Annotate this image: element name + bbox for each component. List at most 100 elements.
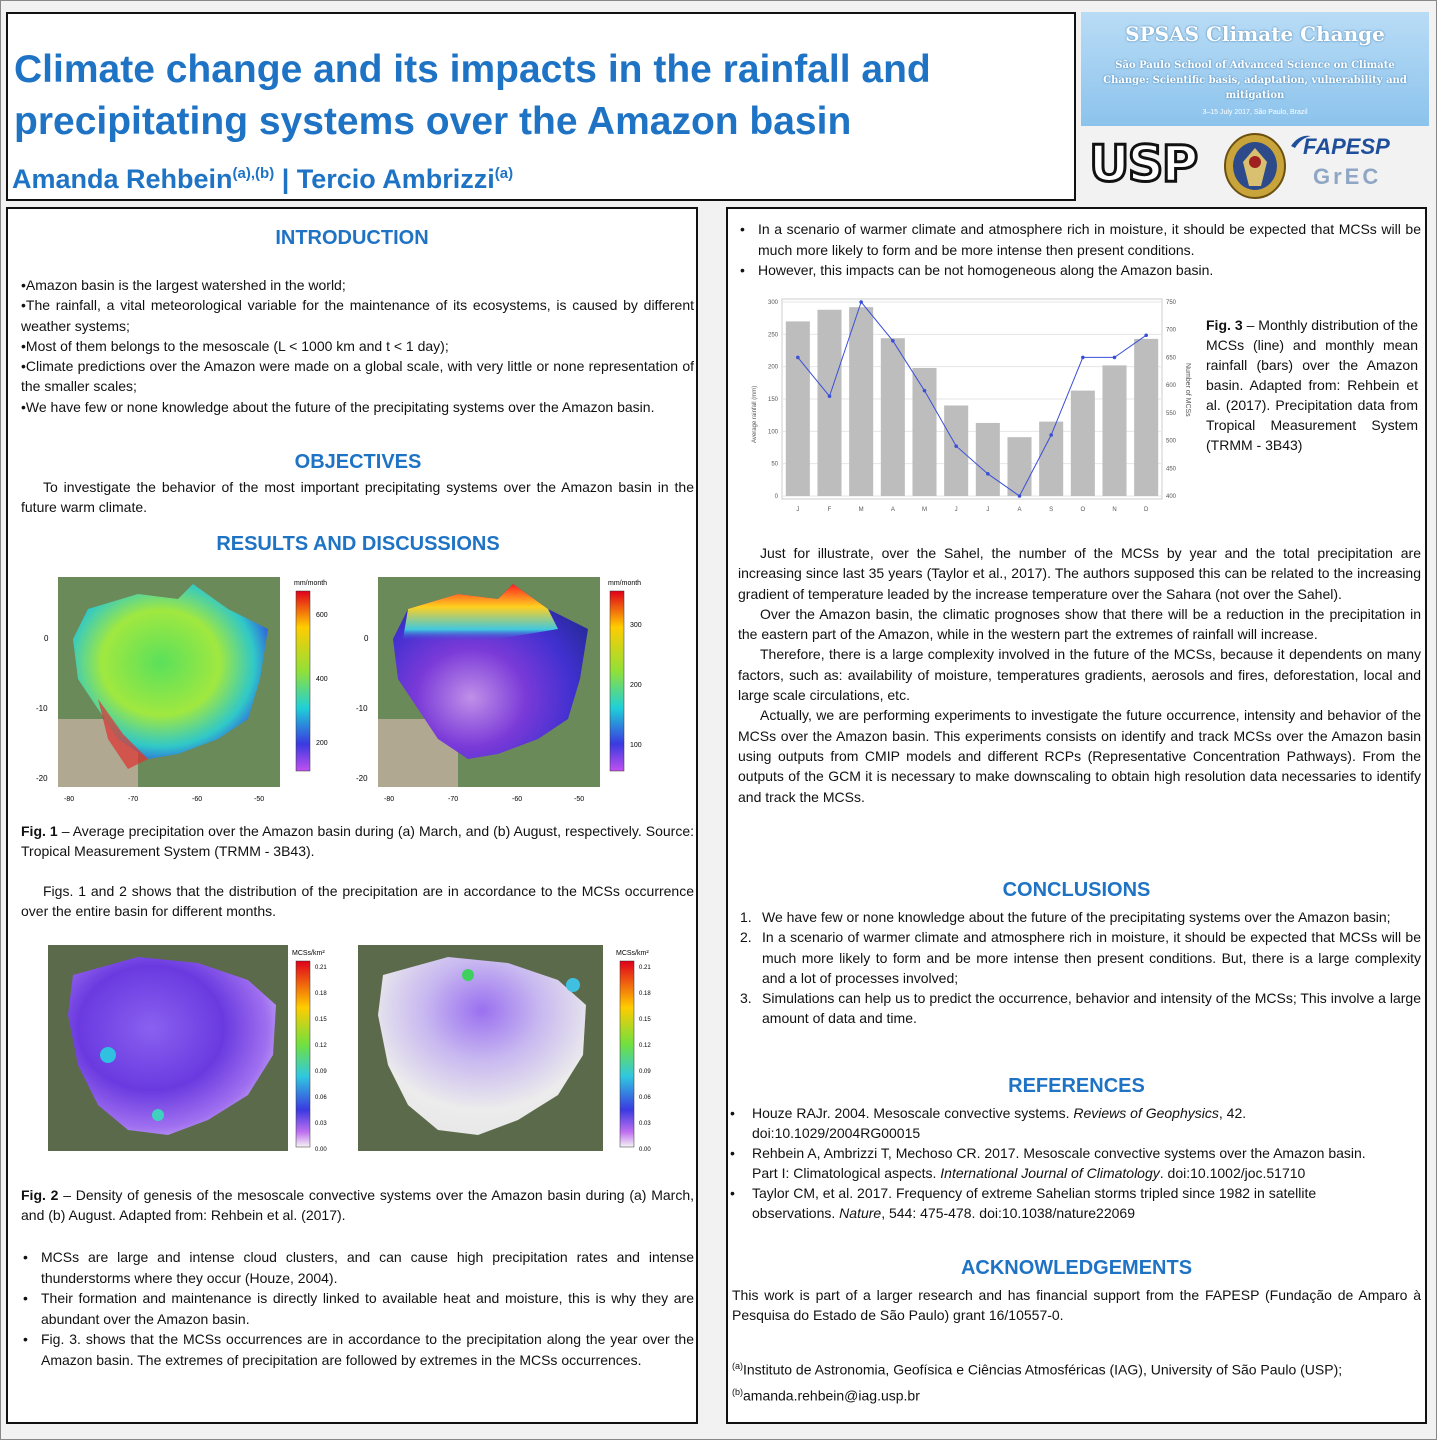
fig2-caption-text: – Density of genesis of the mesoscale co… [21,1187,694,1223]
ref-journal: International Journal of Climatology [940,1165,1160,1181]
item-number: 2. [740,929,752,946]
y-axis-label: Average rainfall (mm) [752,386,758,443]
y-tick-label: 200 [768,365,779,371]
item-number: 3. [740,990,752,1007]
acknowledgements-text: This work is part of a larger research a… [732,1287,1421,1324]
mcs-point [859,300,863,304]
y2-axis-label: Number of MCSs [1184,363,1191,417]
mcs-point [1017,494,1022,498]
usp-logo: USP [1087,135,1199,194]
results-bullets: MCSs are large and intense cloud cluster… [21,1247,694,1370]
list-item: MCSs are large and intense cloud cluster… [21,1247,694,1288]
fig2a-unit: MCSs/km² [292,950,325,957]
colorbar-tick: 100 [630,742,642,749]
reference-item: Houze RAJr. 2004. Mesoscale convective s… [728,1103,1378,1143]
list-item: In a scenario of warmer climate and atmo… [738,219,1421,260]
colorbar-tick: 0.15 [315,1017,327,1023]
y2-tick-label: 400 [1166,494,1177,500]
rainfall-bar [975,422,1000,496]
colorbar-tick: 0.00 [639,1147,651,1153]
banner-subtitle: São Paulo School of Advanced Science on … [1103,60,1407,101]
y2-tick-label: 700 [1166,328,1177,334]
reference-item: Taylor CM, et al. 2017. Frequency of ext… [728,1183,1378,1223]
colorbar-tick: 0.21 [639,965,651,971]
x-tick-label: O [1080,507,1085,513]
mcs-line [796,300,1148,498]
x-tick-label: N [1112,507,1116,513]
gridlines [782,301,1162,497]
colorbar-tick: 0.12 [639,1043,651,1049]
lon-tick: -80 [64,796,74,803]
rainfall-bar [944,405,969,496]
x-tick-label: M [922,507,927,513]
rainfall-bar [817,309,842,496]
left-column: INTRODUCTION •Amazon basin is the larges… [6,207,698,1424]
y-tick-label: 100 [768,429,779,435]
colorbar-tick: 0.03 [315,1121,327,1127]
colorbar-tick: 0.15 [639,1017,651,1023]
author-1: Amanda Rehbein [12,164,233,194]
fig2-caption-label: Fig. 2 [21,1187,59,1203]
grec-logo: GrEC [1313,164,1382,189]
introduction-text: •Amazon basin is the largest watershed i… [21,275,694,417]
mcs-point [891,339,895,343]
colorbar-tick: 0.21 [315,965,327,971]
fig3-caption: Fig. 3 – Monthly distribution of the MCS… [1206,315,1418,455]
colorbar-tick: 200 [316,740,328,747]
fig1b-precip-map-august: mm/month 300 200 100 0 -10 -20 -80 -70 -… [356,577,642,803]
ref-text: , 544: 475-478. doi:10.1038/nature22069 [881,1205,1135,1221]
list-item: 2. In a scenario of warmer climate and at… [740,927,1421,988]
results-heading: RESULTS AND DISCUSSIONS [216,533,500,555]
x-tick-label: J [796,507,799,513]
ref-text: Houze RAJr. 2004. Mesoscale convective s… [752,1105,1074,1121]
y2-tick-label: 750 [1166,300,1177,306]
y-tick-label: 300 [768,300,779,306]
colorbar-tick: 0.12 [315,1043,327,1049]
university-seal-icon [1224,133,1286,199]
rainfall-bar [1102,365,1127,496]
y2-tick-label: 600 [1166,383,1177,389]
rainfall-bar [880,338,905,496]
fapesp-logo: FAPESP [1303,134,1390,159]
lat-tick: -20 [356,774,368,783]
fig2-caption: Fig. 2 – Density of genesis of the mesos… [21,1185,694,1225]
lat-tick: 0 [364,634,369,643]
colorbar-tick: 0.18 [639,991,651,997]
mcs-series-line [797,300,1147,497]
lon-tick: -70 [128,796,138,803]
rainfall-bar [1039,421,1064,496]
lon-tick: -60 [192,796,202,803]
title-box: Climate change and its impacts in the ra… [6,12,1076,201]
affiliation-footnote: (a)Instituto de Astronomia, Geofísica e … [732,1355,1421,1406]
lon-tick: -70 [448,796,458,803]
x-tick-label: D [1144,507,1149,513]
colorbar-tick: 400 [316,676,328,683]
lon-tick: -50 [254,796,264,803]
objectives-text: To investigate the behavior of the most … [21,479,694,516]
item-text: We have few or none knowledge about the … [762,909,1391,925]
colorbar-tick: 0.18 [315,991,327,997]
lon-tick: -50 [574,796,584,803]
author-1-affiliation: (a),(b) [232,165,275,182]
fig1a-unit: mm/month [294,580,327,587]
colorbar-tick: 200 [630,682,642,689]
ref-text: Rehbein A, Ambrizzi T, Mechoso CR. 2017.… [752,1145,1366,1181]
author-2-affiliation: (a) [494,165,514,182]
author-separator: | [274,164,297,194]
left-axis-ticks: 0 50 100 150 200 250 300 [768,300,779,500]
spsas-banner: SPSAS Climate Change São Paulo School of… [1081,12,1429,126]
mcs-point [827,394,832,399]
reference-item: Rehbein A, Ambrizzi T, Mechoso CR. 2017.… [728,1143,1378,1183]
x-tick-label: A [1017,507,1021,513]
discussion-text: Just for illustrate, over the Sahel, the… [738,543,1421,807]
intro-item: •Most of them belongs to the mesoscale (… [21,337,449,354]
discussion-paragraph: Actually, we are performing experiments … [738,707,1421,805]
lat-tick: 0 [44,634,49,643]
fig1a-precip-map-march: mm/month 600 400 200 0 -10 -20 -80 -70 -… [36,577,328,803]
authors: Amanda Rehbein(a),(b) | Tercio Ambrizzi(… [12,164,513,195]
fig2a-mcs-density-march: MCSs/km² 0.21 0.18 0.15 0.12 0.09 0.06 0… [48,945,327,1153]
mcs-point [1081,355,1085,360]
right-axis-ticks: 400 450 500 550 600 650 700 750 [1166,300,1177,500]
mcs-point [954,444,958,448]
x-tick-label: A [891,507,895,513]
